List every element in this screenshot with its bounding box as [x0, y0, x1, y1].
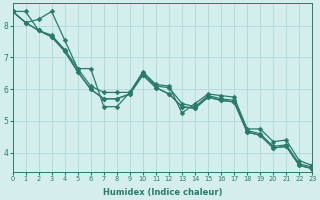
X-axis label: Humidex (Indice chaleur): Humidex (Indice chaleur): [103, 188, 222, 197]
